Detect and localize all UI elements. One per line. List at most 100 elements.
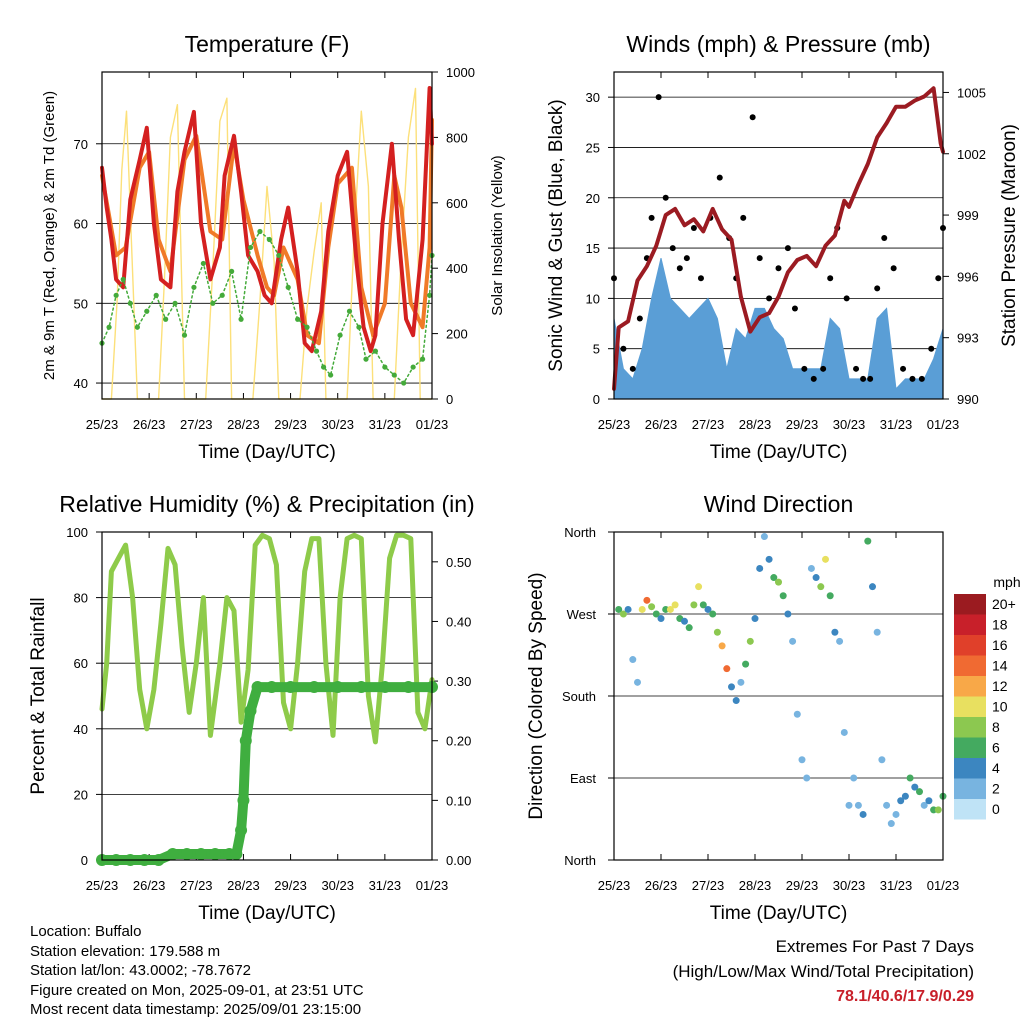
- x-tick-label: 27/23: [180, 878, 213, 893]
- x-tick-label: 30/23: [833, 417, 866, 432]
- gust-point: [801, 365, 808, 372]
- y2-tick-label: 0.00: [446, 853, 471, 868]
- y-axis-label: 2m & 9m T (Red, Orange) & 2m Td (Green): [41, 91, 58, 380]
- direction-point: [770, 574, 778, 582]
- y-tick-label: 60: [74, 217, 88, 232]
- direction-point: [803, 774, 811, 782]
- direction-point: [873, 628, 881, 636]
- direction-point: [728, 683, 735, 691]
- x-tick-label: 29/23: [786, 417, 819, 432]
- legend-label: 12: [992, 678, 1008, 694]
- direction-point: [638, 605, 646, 613]
- gust-point: [928, 345, 935, 352]
- x-tick-label: 29/23: [274, 878, 307, 893]
- direction-point: [624, 605, 632, 613]
- direction-point: [850, 774, 858, 782]
- gust-point: [909, 375, 916, 382]
- x-tick-label: 01/23: [927, 878, 960, 893]
- chart-title: Wind Direction: [704, 491, 854, 517]
- x-axis-label: Time (Day/UTC): [710, 442, 848, 463]
- y2-tick-label: 0.50: [446, 555, 471, 570]
- plot-frame: [613, 71, 944, 400]
- precipitation-point: [251, 681, 264, 694]
- gust-point: [935, 275, 942, 282]
- gust-point: [791, 305, 798, 312]
- x-tick-label: 01/23: [416, 878, 449, 893]
- x-tick-label: 30/23: [321, 417, 354, 432]
- legend-title: mph: [993, 574, 1020, 590]
- direction-point: [878, 756, 886, 764]
- chart-temperature: Temperature (F) Time (Day/UTC) 2m & 9m T (…: [41, 31, 506, 463]
- station-info: Location: Buffalo Station elevation: 179…: [30, 922, 364, 1020]
- created-text: Figure created on Mon, 2025-09-01, at 23…: [30, 981, 364, 999]
- elevation-text: Station elevation: 179.588 m: [30, 942, 221, 960]
- legend-label: 18: [992, 617, 1008, 633]
- gust-point: [853, 365, 860, 372]
- gust-point: [716, 174, 723, 181]
- direction-point: [681, 617, 688, 625]
- precipitation-point: [402, 681, 415, 694]
- gust-point: [784, 245, 791, 252]
- y-tick-label: 0: [593, 392, 600, 407]
- direction-point: [685, 624, 693, 632]
- legend-label: 2: [992, 781, 1000, 797]
- direction-point: [817, 583, 825, 591]
- x-tick-label: 25/23: [86, 878, 119, 893]
- direction-point: [648, 603, 656, 611]
- direction-point: [751, 615, 759, 623]
- direction-point: [826, 592, 834, 600]
- y-tick-label: 30: [586, 90, 600, 105]
- y2-tick-label: 990: [957, 392, 979, 407]
- gust-point: [766, 295, 773, 302]
- y-tick-label: 10: [586, 291, 600, 306]
- precipitation-point: [284, 681, 297, 694]
- chart-humidity-precip: Relative Humidity (%) & Precipitation (i…: [28, 491, 475, 924]
- legend-label: 8: [992, 719, 1000, 735]
- temp-2m-line: [100, 86, 434, 354]
- y2-tick-label: 1000: [446, 65, 475, 80]
- precipitation-point: [308, 681, 321, 694]
- direction-point: [798, 756, 806, 764]
- x-tick-label: 01/23: [927, 417, 960, 432]
- y2-tick-label: 0: [446, 392, 453, 407]
- direction-point: [615, 605, 623, 613]
- x-tick-label: 26/23: [133, 417, 166, 432]
- x-tick-label: 28/23: [739, 417, 772, 432]
- direction-point: [925, 797, 933, 805]
- speed-legend: mph 20+ 18 16 14 12 10 8 6 4 2 0: [954, 574, 1021, 820]
- gust-point: [756, 255, 763, 262]
- y-tick-label: 50: [74, 296, 88, 311]
- x-tick-label: 29/23: [274, 417, 307, 432]
- x-tick-label: 30/23: [321, 878, 354, 893]
- y-tick-label: South: [562, 689, 596, 704]
- y-tick-label: 100: [66, 525, 88, 540]
- x-tick-label: 27/23: [180, 417, 213, 432]
- direction-point: [831, 628, 839, 636]
- pressure-line: [612, 86, 945, 391]
- y-tick-label: 15: [586, 241, 600, 256]
- y2-tick-label: 999: [957, 208, 979, 223]
- x-axis-label: Time (Day/UTC): [198, 903, 336, 924]
- legend-swatch: [954, 635, 986, 656]
- legend-swatch: [954, 696, 986, 717]
- direction-point: [709, 610, 717, 618]
- y2-tick-label: 0.10: [446, 793, 471, 808]
- x-tick-label: 25/23: [598, 417, 631, 432]
- direction-point: [695, 583, 703, 591]
- direction-point: [854, 801, 862, 809]
- direction-point: [892, 810, 900, 818]
- legend-label: 6: [992, 740, 1000, 756]
- legend-swatch: [954, 737, 986, 758]
- direction-point: [742, 660, 750, 668]
- y2-tick-label: 993: [957, 331, 979, 346]
- direction-point: [643, 596, 651, 604]
- plot-frame: [101, 531, 433, 861]
- legend-label: 16: [992, 637, 1008, 653]
- y-tick-label: North: [564, 525, 596, 540]
- direction-point: [779, 592, 787, 600]
- y-tick-label: 80: [74, 591, 88, 606]
- gust-point: [820, 365, 827, 372]
- y-tick-label: 70: [74, 137, 88, 152]
- y-tick-label: 60: [74, 656, 88, 671]
- precipitation-point: [244, 704, 257, 717]
